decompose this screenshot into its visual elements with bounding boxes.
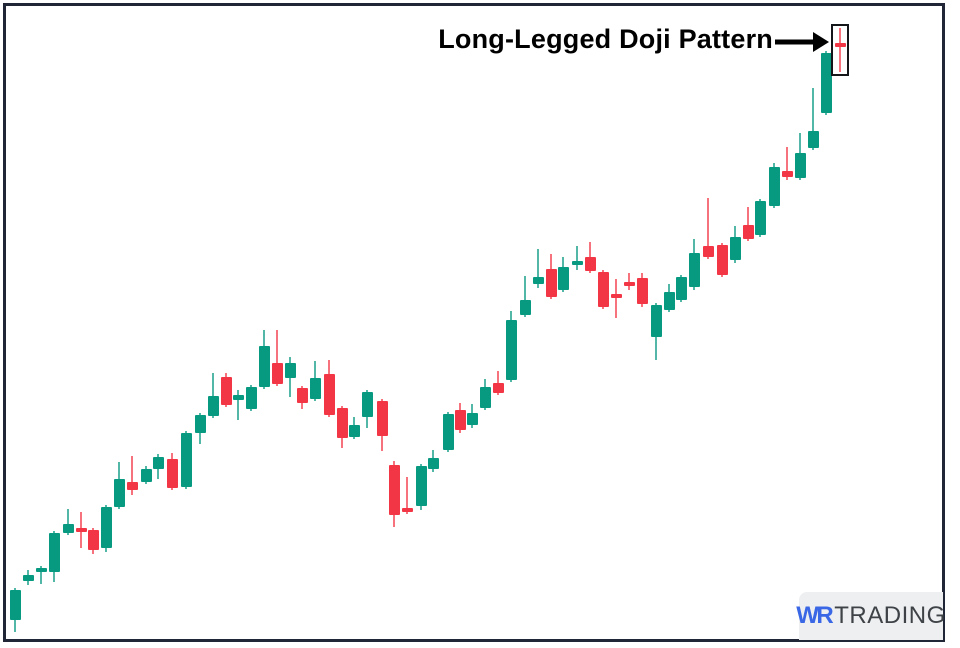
candle-wick	[786, 147, 788, 180]
candle-body	[337, 408, 348, 438]
candle-wick	[40, 566, 42, 584]
candle-body	[730, 237, 741, 260]
candle-body	[782, 171, 793, 177]
candle-body	[558, 267, 569, 290]
candle-body	[795, 153, 806, 178]
chart-frame	[3, 3, 945, 642]
candle-body	[755, 201, 766, 235]
candle-wick	[707, 198, 709, 259]
candle-body	[493, 383, 504, 393]
candle-wick	[628, 273, 630, 290]
right-arrow-icon	[775, 32, 829, 52]
candle-wick	[276, 330, 278, 386]
candle-body	[310, 378, 321, 399]
candle-body	[36, 568, 47, 572]
candle-wick	[212, 373, 214, 418]
candle-body	[389, 465, 400, 515]
logo-suffix: TRADING	[834, 602, 946, 629]
candle-body	[624, 282, 635, 286]
candle-body	[246, 387, 257, 409]
candle-body	[153, 457, 164, 469]
candle-body	[23, 575, 34, 581]
logo-prefix: WR	[796, 602, 833, 629]
candle-body	[76, 528, 87, 532]
annotation-title: Long-Legged Doji Pattern	[438, 24, 773, 54]
candle-body	[416, 466, 427, 506]
candle-wick	[537, 249, 539, 288]
candle-body	[611, 294, 622, 298]
candle-body	[127, 482, 138, 490]
candle-body	[455, 410, 466, 430]
candle-body	[664, 292, 675, 310]
candle-body	[377, 401, 388, 436]
candle-body	[520, 300, 531, 315]
candle-body	[233, 395, 244, 400]
candle-body	[572, 261, 583, 265]
candle-body	[221, 377, 232, 405]
candle-body	[467, 413, 478, 425]
candle-body	[101, 507, 112, 548]
candle-body	[167, 459, 178, 488]
candle-body	[703, 246, 714, 257]
candle-body	[689, 253, 700, 287]
candle-body	[637, 278, 648, 304]
candle-wick	[524, 276, 526, 317]
candle-body	[743, 225, 754, 239]
candle-body	[533, 277, 544, 284]
candle-wick	[839, 28, 841, 72]
candle-body	[297, 388, 308, 403]
doji-highlight-box	[831, 24, 849, 76]
candle-body	[443, 414, 454, 450]
candle-body	[195, 415, 206, 433]
candle-body	[402, 508, 413, 512]
candle-body	[585, 257, 596, 271]
candle-wick	[406, 477, 408, 514]
candle-body	[546, 269, 557, 297]
candle-wick	[576, 246, 578, 270]
candle-body	[181, 433, 192, 487]
candle-body	[598, 272, 609, 307]
candle-body	[362, 392, 373, 417]
candle-body	[769, 167, 780, 206]
candle-body	[676, 277, 687, 300]
candle-body	[259, 346, 270, 387]
candle-body	[285, 363, 296, 378]
candle-body	[808, 131, 819, 148]
candle-body	[506, 320, 517, 380]
candle-body	[208, 396, 219, 416]
candle-body	[272, 363, 283, 384]
candle-wick	[747, 207, 749, 241]
candle-wick	[131, 456, 133, 495]
candle-body	[114, 479, 125, 507]
candle-body	[10, 590, 21, 620]
candle-body	[821, 53, 832, 113]
candle-wick	[67, 509, 69, 535]
logo-badge: WR TRADING	[796, 592, 946, 640]
candle-body	[717, 245, 728, 275]
candle-body	[349, 425, 360, 437]
candle-body	[88, 530, 99, 550]
candle-body	[835, 43, 846, 47]
candle-body	[651, 305, 662, 337]
candle-body	[480, 387, 491, 408]
candle-wick	[812, 88, 814, 150]
candle-body	[428, 458, 439, 469]
candle-body	[324, 374, 335, 415]
candle-wick	[237, 390, 239, 420]
candle-body	[49, 533, 60, 572]
candle-wick	[615, 279, 617, 318]
candle-body	[63, 524, 74, 533]
candle-body	[141, 469, 152, 482]
